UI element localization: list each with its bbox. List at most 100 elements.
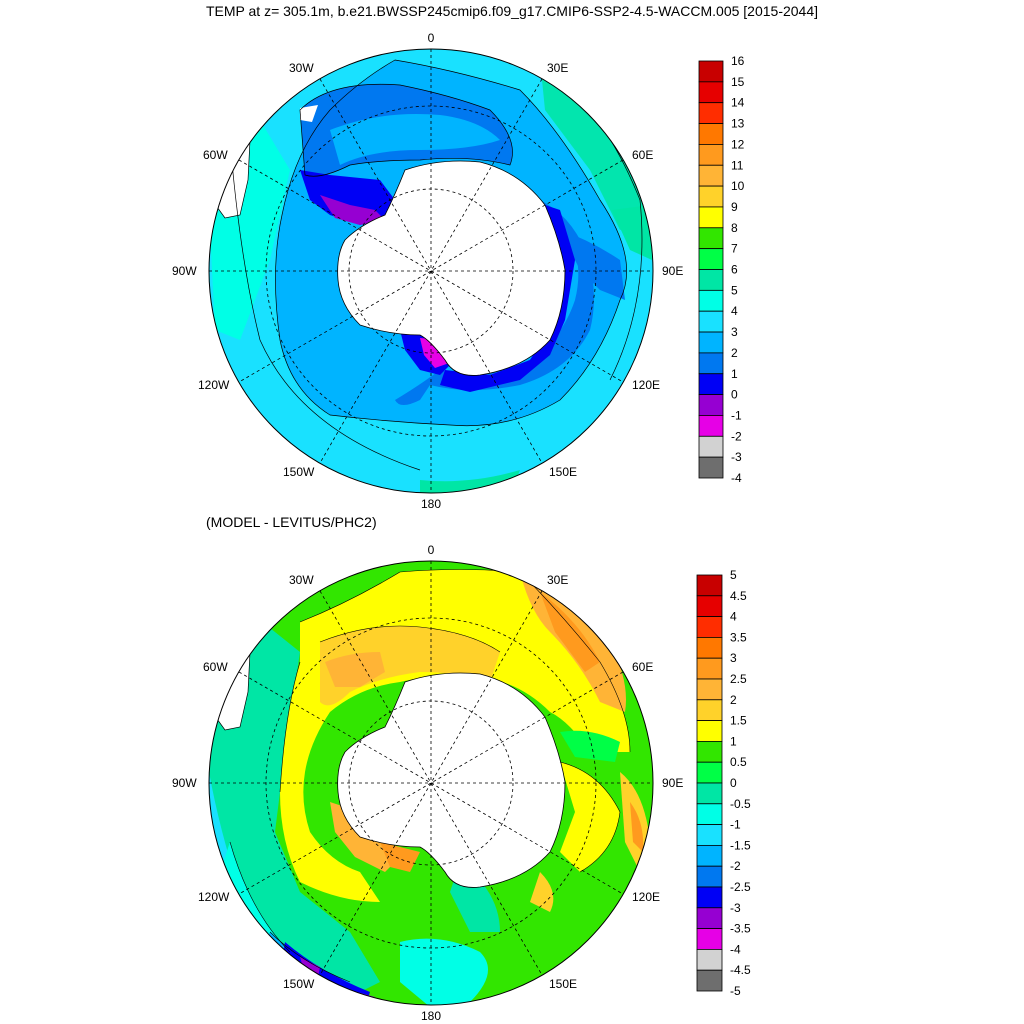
top-colorbar-tick-label: 5 [731,283,738,297]
bottom-colorbar-swatch [696,740,723,763]
top-colorbar-swatch [698,435,724,458]
top-colorbar-tick-label: 15 [731,75,745,89]
lon-label-60w-b: 60W [203,660,228,674]
bottom-colorbar-tick-label: 3 [730,651,737,665]
bottom-colorbar-tick-label: 4.5 [730,589,747,603]
bottom-colorbar-swatch [696,637,723,659]
top-colorbar-swatch [698,331,724,354]
bottom-colorbar-tick-label: 4 [730,610,737,624]
lon-label-150e-b: 150E [549,977,577,991]
bottom-colorbar-swatch [696,886,723,909]
top-colorbar-tick-label: 13 [731,117,745,131]
bottom-colorbar-tick-label: -4.5 [730,963,751,977]
top-colorbar-swatch [698,289,724,312]
bottom-colorbar-tick-label: 0.5 [730,755,747,769]
bottom-colorbar-swatch [696,907,723,929]
top-colorbar-swatch [698,310,724,333]
top-colorbar-swatch [698,164,724,187]
bottom-colorbar-tick-label: -1.5 [730,838,751,852]
top-colorbar-swatch [698,352,724,375]
difference-subtitle: (MODEL - LEVITUS/PHC2) [206,514,377,530]
top-colorbar-swatch [698,456,724,479]
top-colorbar-tick-label: 12 [731,137,745,151]
top-colorbar-swatch [698,269,724,291]
bottom-colorbar-swatch [696,678,723,701]
top-colorbar-swatch [698,185,724,208]
bottom-colorbar-swatch [696,803,723,826]
top-colorbar-swatch [698,81,724,104]
lon-label-90w: 90W [172,264,197,278]
bottom-colorbar-swatch [696,865,723,888]
top-colorbar-tick-label: 7 [731,242,738,256]
lon-label-0-b: 0 [428,543,435,557]
lon-label-120e-b: 120E [632,890,660,904]
lon-label-180-b: 180 [421,1009,441,1023]
bottom-colorbar-swatch [696,761,723,784]
top-colorbar-tick-label: 2 [731,346,738,360]
temperature-polar-map: 0 180 90W 90E 30W 30E 60W 60E 120W 120E … [172,31,683,511]
lon-label-60e-b: 60E [632,660,653,674]
lon-label-0: 0 [428,31,435,45]
bottom-colorbar-swatch [696,657,723,680]
lon-label-30e: 30E [547,61,568,75]
bottom-colorbar: 5 4.5 4 3.5 3 2.5 2 1.5 1 0.5 0 -0.5 -1 -1.5 -2 -2.5 -3 -… [696,568,751,998]
lon-label-60e: 60E [632,148,653,162]
lon-label-120w-b: 120W [198,890,230,904]
bottom-colorbar-tick-label: 3.5 [730,630,747,644]
top-colorbar-tick-label: 0 [731,388,738,402]
bottom-colorbar-tick-label: -1 [730,818,741,832]
lon-label-180: 180 [421,497,441,511]
top-colorbar-swatch [698,415,724,437]
bottom-colorbar-tick-label: -0.5 [730,797,751,811]
top-colorbar-tick-label: 9 [731,200,738,214]
top-colorbar-swatch [698,123,724,145]
top-colorbar-tick-label: 3 [731,325,738,339]
bottom-colorbar-tick-label: 1 [730,734,737,748]
bottom-colorbar-swatch [696,844,723,867]
bottom-colorbar-swatch [696,948,723,971]
top-colorbar-tick-label: -2 [731,429,742,443]
top-colorbar-swatch [698,227,724,250]
top-colorbar-tick-label: 16 [731,54,745,68]
bottom-colorbar-swatch [696,824,723,846]
lon-label-150w: 150W [283,465,315,479]
lon-label-150w-b: 150W [283,977,315,991]
bottom-colorbar-tick-label: -2 [730,859,741,873]
top-colorbar-swatch [698,373,724,396]
top-colorbar-tick-label: 6 [731,263,738,277]
lon-label-150e: 150E [549,465,577,479]
top-colorbar-tick-label: -3 [731,450,742,464]
bottom-colorbar-swatch [696,574,723,597]
top-colorbar-swatch [698,394,724,416]
bottom-colorbar-tick-label: -3.5 [730,922,751,936]
top-colorbar-tick-label: 11 [731,158,744,172]
bottom-colorbar-swatch [696,595,723,617]
lon-label-120e: 120E [632,378,660,392]
top-colorbar-tick-label: -4 [731,471,742,485]
top-colorbar-tick-label: -1 [731,408,742,422]
bottom-colorbar-swatch [696,928,723,950]
top-colorbar-swatch [698,102,724,124]
bottom-colorbar-tick-label: -5 [730,984,741,998]
bottom-colorbar-tick-label: 2 [730,693,737,707]
bottom-colorbar-tick-label: -4 [730,942,741,956]
top-colorbar-swatch [698,144,724,166]
bottom-colorbar-swatch [696,969,723,992]
bottom-colorbar-tick-label: -2.5 [730,880,751,894]
top-colorbar-tick-label: 10 [731,179,745,193]
lon-label-120w: 120W [198,378,230,392]
lon-label-60w: 60W [203,148,228,162]
top-colorbar-swatch [698,248,724,270]
lon-label-90w-b: 90W [172,776,197,790]
lon-label-30w: 30W [289,61,314,75]
bottom-colorbar-swatch [696,782,723,805]
bottom-colorbar-tick-label: 1.5 [730,714,747,728]
lon-label-90e: 90E [662,264,683,278]
top-colorbar-tick-label: 4 [731,304,738,318]
bottom-colorbar-tick-label: -3 [730,901,741,915]
bottom-colorbar-swatch [696,616,723,638]
lon-label-30e-b: 30E [547,573,568,587]
plot-title: TEMP at z= 305.1m, b.e21.BWSSP245cmip6.f… [205,3,819,19]
difference-polar-map: 0 180 90W 90E 30W 30E 60W 60E 120W 120E … [172,543,683,1023]
